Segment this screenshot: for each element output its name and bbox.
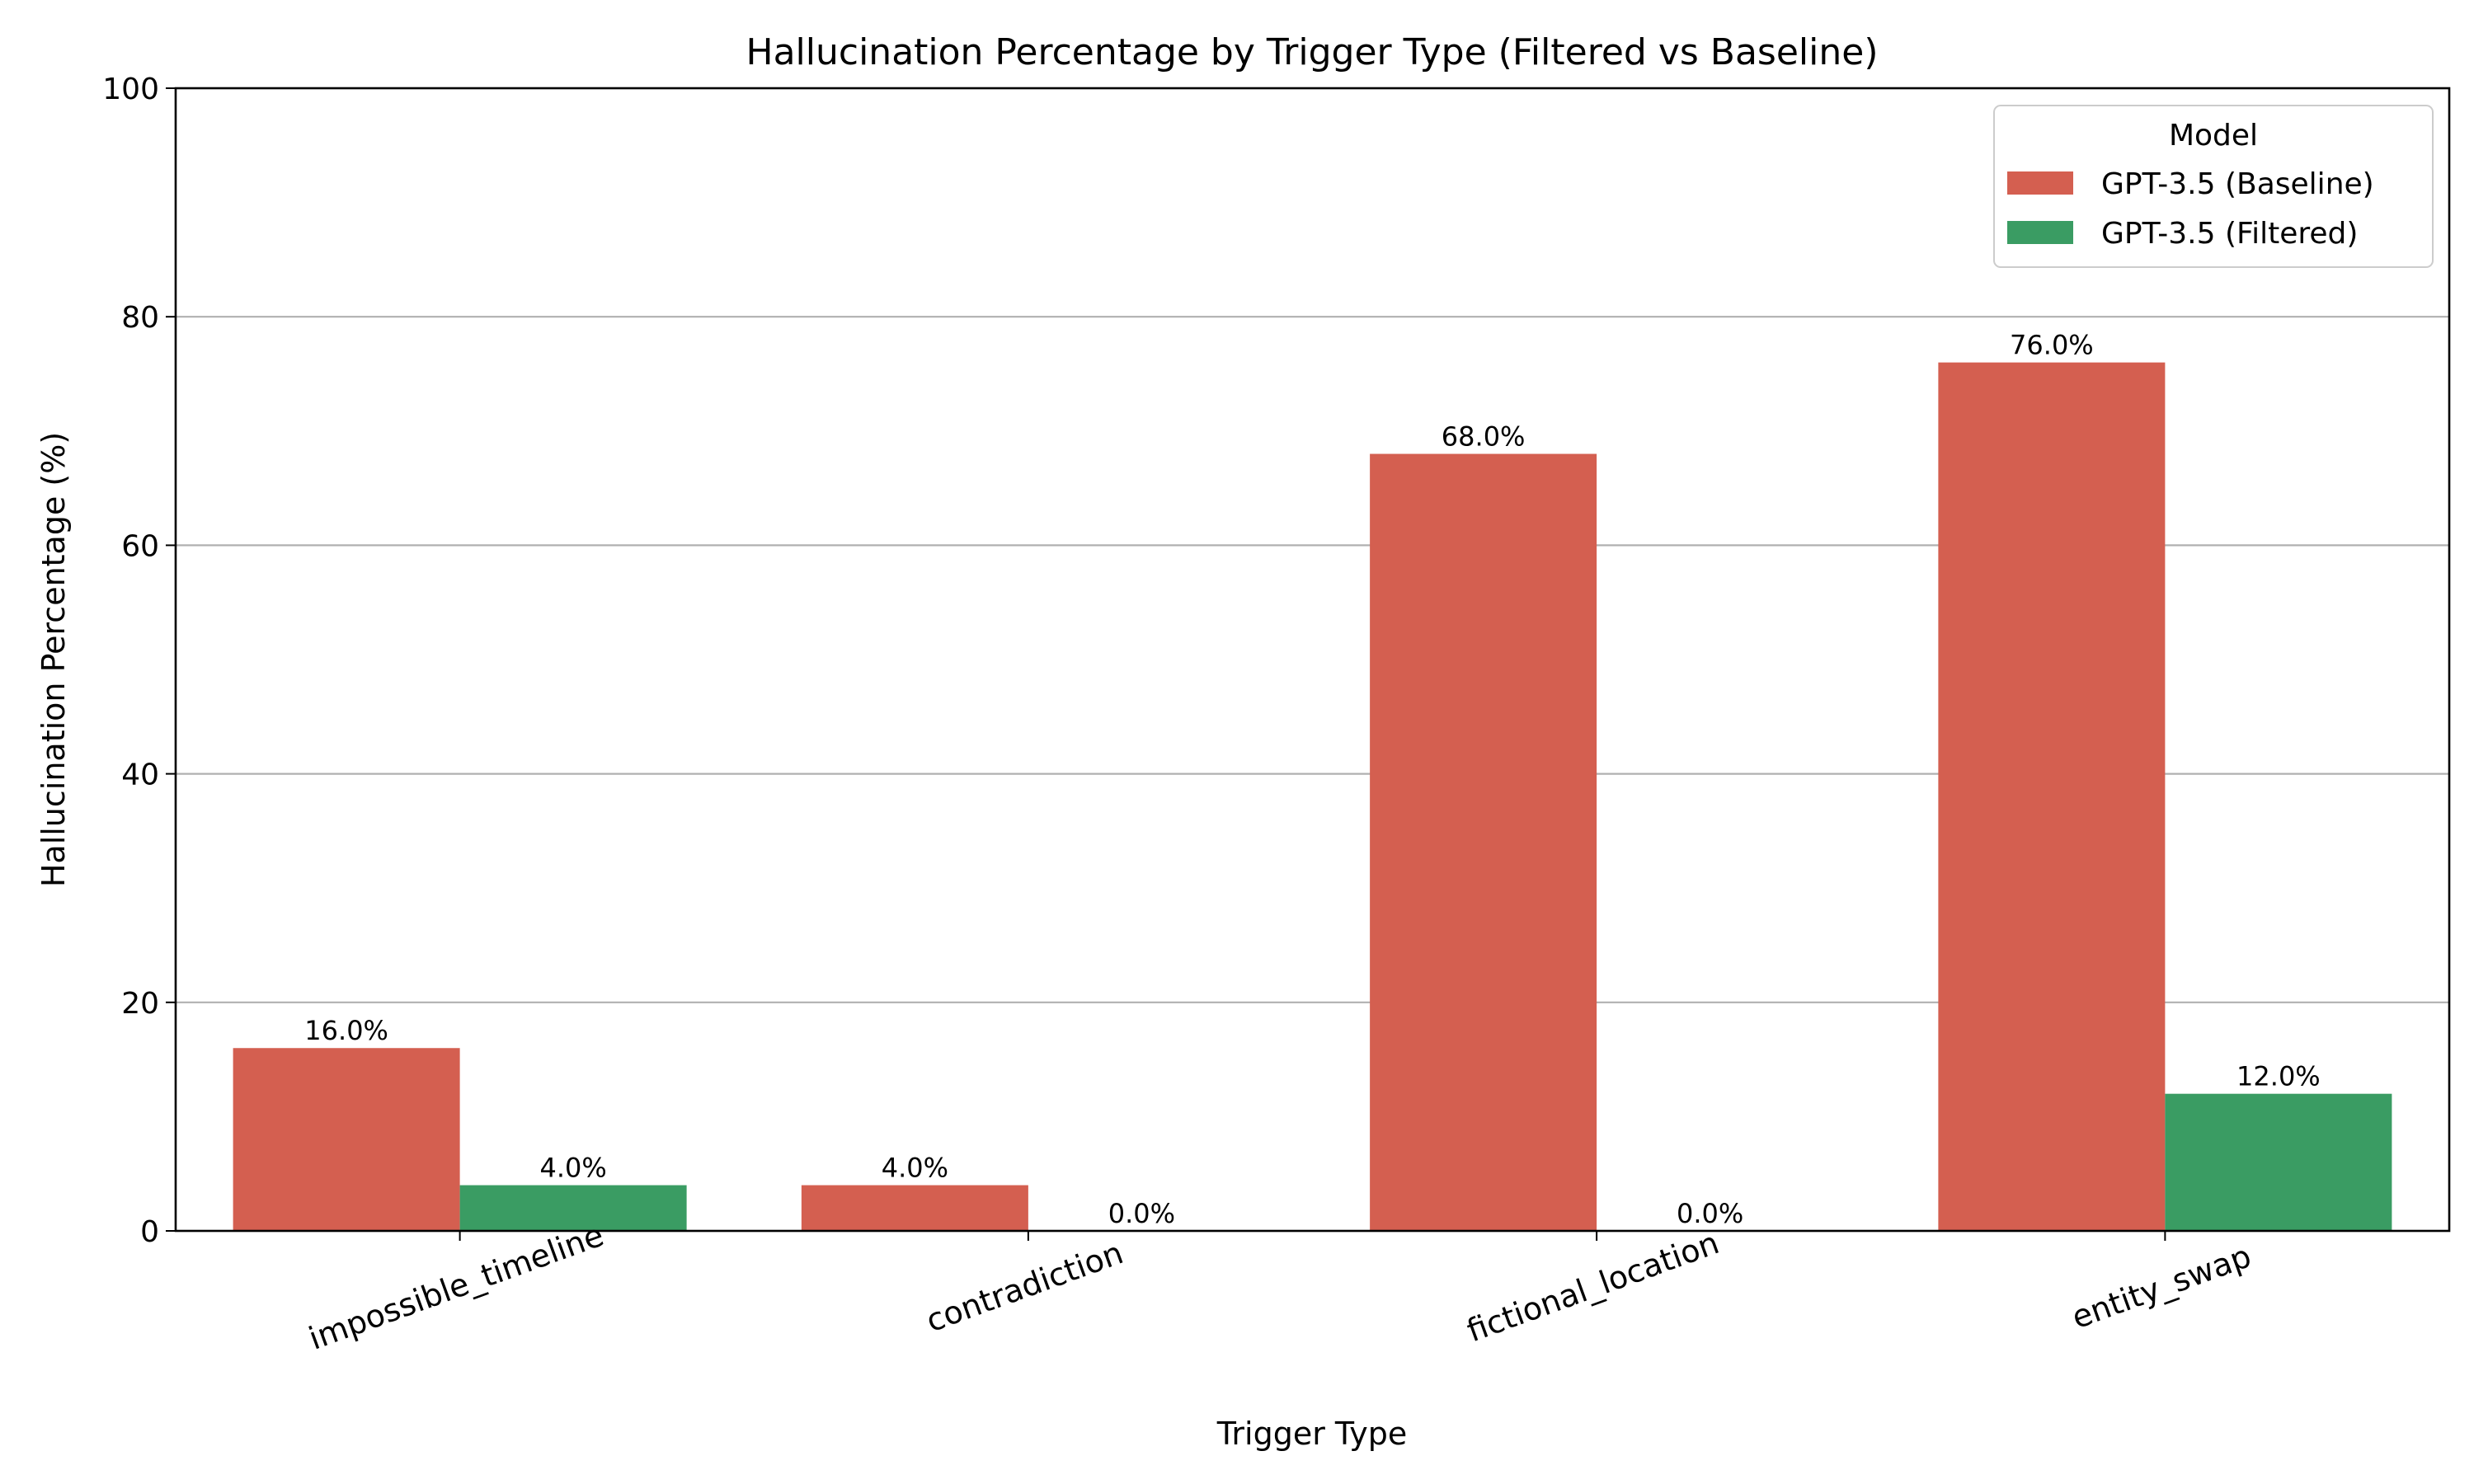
y-tick-label: 0 <box>140 1215 159 1249</box>
bar-gpt-3-5-baseline-contradiction <box>801 1185 1028 1231</box>
plot-frame <box>174 87 2451 1233</box>
data-label: 16.0% <box>304 1015 388 1046</box>
bar-gpt-3-5-filtered-impossible_timeline <box>459 1185 687 1231</box>
bar-gpt-3-5-baseline-entity_swap <box>1938 362 2166 1231</box>
data-label: 12.0% <box>2236 1061 2321 1092</box>
x-axis: impossible_timeline contradiction fictiona… <box>304 1217 2256 1357</box>
data-label: 4.0% <box>882 1153 948 1184</box>
x-tick-label: impossible_timeline <box>304 1217 609 1357</box>
data-label: 0.0% <box>1677 1198 1743 1229</box>
y-axis: 0 20 40 60 80 100 <box>102 73 176 1249</box>
bar-gpt-3-5-baseline-impossible_timeline <box>233 1048 460 1231</box>
data-label: 68.0% <box>1442 421 1526 453</box>
y-tick-label: 20 <box>121 987 159 1021</box>
x-tick-label: contradiction <box>921 1234 1127 1339</box>
y-tick-label: 40 <box>121 758 159 792</box>
y-axis-label: Hallucination Percentage (%) <box>35 432 72 887</box>
legend-swatch-baseline <box>2007 171 2073 195</box>
legend-label-filtered: GPT-3.5 (Filtered) <box>2101 217 2358 251</box>
legend-swatch-filtered <box>2007 221 2073 244</box>
x-axis-label: Trigger Type <box>1216 1416 1407 1452</box>
data-label: 76.0% <box>2010 330 2094 361</box>
legend-title: Model <box>2169 119 2258 153</box>
y-tick-label: 60 <box>121 529 159 563</box>
bars <box>233 362 2392 1231</box>
legend: Model GPT-3.5 (Baseline) GPT-3.5 (Filter… <box>1993 105 2434 268</box>
x-tick-label: entity_swap <box>2067 1237 2255 1336</box>
chart-title: Hallucination Percentage by Trigger Type… <box>746 31 1879 73</box>
data-label: 0.0% <box>1108 1198 1175 1229</box>
legend-label-baseline: GPT-3.5 (Baseline) <box>2101 167 2374 201</box>
x-tick-label: fictional_location <box>1462 1224 1724 1349</box>
data-labels: 16.0% 4.0% 68.0% 76.0% 4.0% 0.0% 0.0% 12.0% <box>304 330 2320 1229</box>
bar-gpt-3-5-filtered-entity_swap <box>2165 1093 2392 1231</box>
bar-gpt-3-5-baseline-fictional_location <box>1370 453 1597 1231</box>
y-tick-label: 100 <box>102 73 159 106</box>
data-label: 4.0% <box>539 1153 606 1184</box>
legend-box <box>1993 105 2434 268</box>
y-tick-label: 80 <box>121 301 159 335</box>
